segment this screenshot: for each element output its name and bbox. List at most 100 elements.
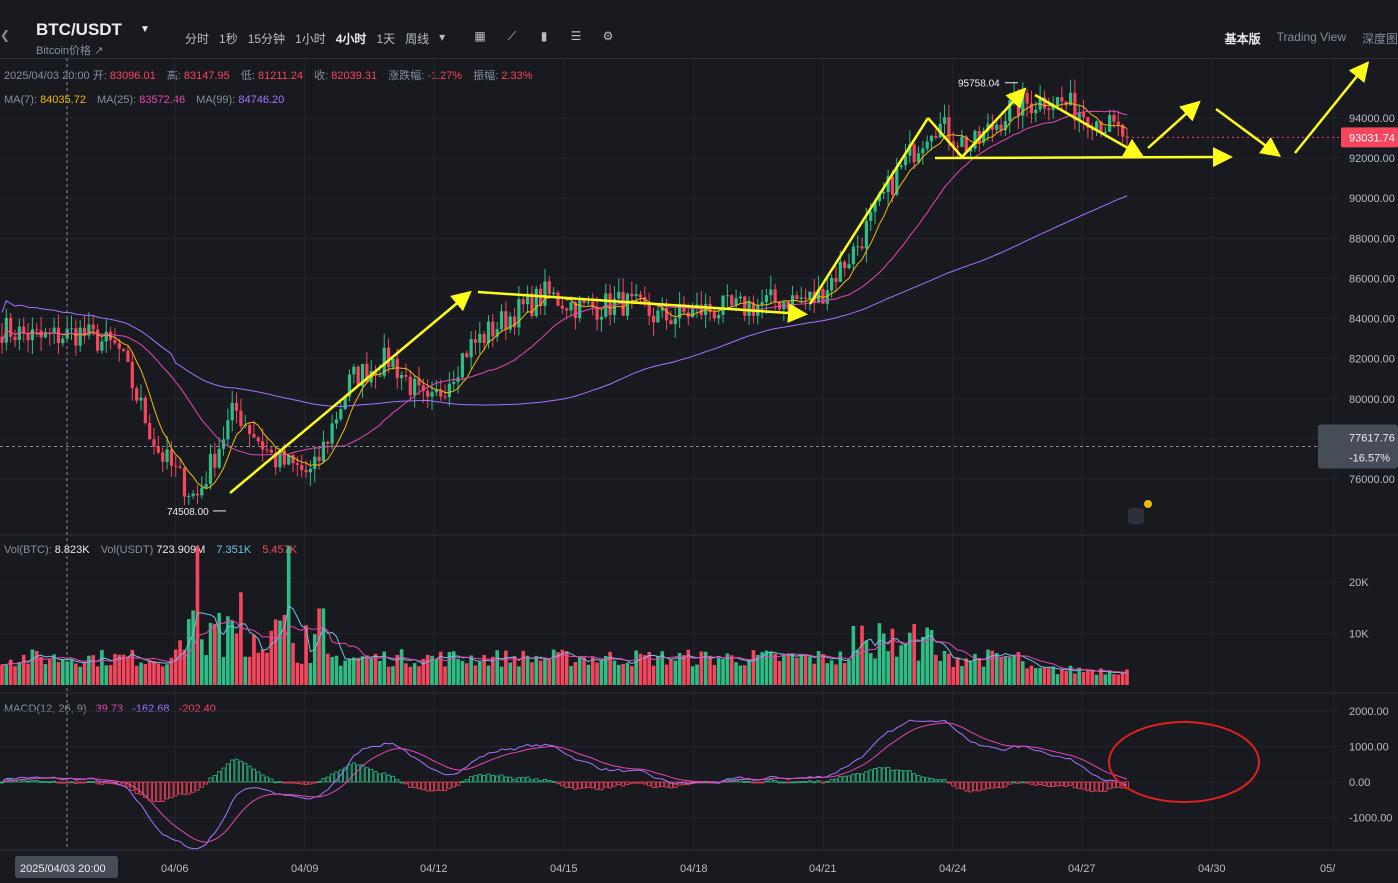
volume-bar [178, 640, 182, 685]
macd-histogram-bar [860, 773, 865, 783]
volume-bar [356, 657, 360, 685]
volume-bar [777, 661, 782, 685]
macd-histogram-bar [334, 771, 339, 783]
candle-body [35, 329, 39, 331]
view-tab-2[interactable]: 深度图 [1361, 32, 1398, 46]
candle-type-icon[interactable]: ▮ [540, 29, 548, 43]
candle-body [1103, 131, 1107, 134]
interval-tab-0[interactable]: 分时 [185, 32, 210, 46]
volume-bar [890, 628, 895, 685]
volume-bar [247, 656, 252, 685]
candle-body [651, 315, 656, 323]
volume-bar [738, 665, 743, 685]
more-intervals-icon[interactable]: ▾ [439, 30, 446, 44]
macd-histogram-bar [881, 767, 886, 783]
gear-icon[interactable]: ⚙ [602, 29, 614, 43]
volume-bar [160, 666, 165, 685]
volume-bar [143, 663, 148, 685]
volume-bar [973, 653, 977, 685]
macd-histogram-bar [968, 781, 973, 793]
candle-body [430, 392, 434, 397]
candle-body [452, 381, 456, 384]
volume-bar [1033, 668, 1038, 685]
view-tab-1[interactable]: Trading View [1276, 30, 1346, 44]
macd-histogram-bar [451, 781, 456, 788]
macd-histogram-bar [1025, 781, 1030, 784]
volume-bar [430, 655, 434, 685]
candle-body [634, 294, 638, 297]
volume-bar [473, 665, 478, 685]
macd-histogram-bar [291, 781, 296, 784]
candle-body [760, 302, 764, 305]
interval-tab-4[interactable]: 4小时 [335, 32, 367, 46]
macd-histogram-bar [173, 781, 178, 797]
volume-bar [1120, 673, 1125, 685]
candle-body [482, 333, 486, 344]
volume-bar [590, 656, 595, 685]
candle-body [187, 496, 191, 498]
macd-histogram-bar [473, 775, 478, 783]
volume-bar [408, 666, 413, 685]
volume-bar [104, 665, 109, 685]
volume-bar [173, 649, 178, 685]
candle-body [408, 376, 412, 396]
interval-tab-1[interactable]: 1秒 [219, 32, 238, 46]
volume-bar [595, 662, 599, 685]
chevron-down-icon[interactable]: ▼ [140, 24, 150, 35]
macd-histogram-bar [855, 773, 860, 783]
candle-body [334, 419, 339, 424]
macd-histogram-bar [304, 781, 309, 785]
price-tick-label: 82000.00 [1349, 354, 1395, 366]
candle-body [591, 301, 595, 308]
interval-tab-5[interactable]: 1天 [376, 32, 396, 46]
view-tab-0[interactable]: 基本版 [1224, 32, 1261, 46]
volume-bar [256, 652, 261, 685]
candle-body [161, 452, 165, 462]
pair-subtitle[interactable]: Bitcoin价格 ↗ [36, 45, 104, 57]
macd-histogram-bar [560, 781, 565, 787]
macd-histogram-bar [1055, 781, 1060, 787]
macd-histogram-bar [0, 781, 4, 784]
calendar-icon[interactable]: ▦ [474, 29, 486, 43]
macd-histogram-bar [321, 778, 326, 783]
volume-bar [638, 653, 643, 685]
macd-histogram-bar [760, 781, 765, 784]
macd-histogram-bar [395, 779, 400, 783]
candle-body [13, 336, 17, 341]
candle-body [895, 167, 899, 195]
macd-histogram-bar [156, 781, 161, 803]
interval-tab-3[interactable]: 1小时 [295, 32, 326, 46]
pair-title[interactable]: BTC/USDT [36, 20, 122, 39]
macd-histogram-bar [86, 781, 91, 783]
volume-bar [868, 653, 873, 685]
candle-body [843, 261, 847, 269]
macd-histogram-bar [799, 781, 804, 783]
candle-body [278, 450, 282, 468]
volume-bar [860, 625, 864, 685]
volume-bar [504, 650, 508, 685]
time-tick-label: 04/18 [680, 863, 708, 875]
candle-body [365, 363, 369, 383]
interval-tab-2[interactable]: 15分钟 [247, 32, 286, 46]
candle-body [226, 420, 230, 440]
macd-histogram-bar [755, 781, 760, 784]
volume-bar [1042, 666, 1047, 685]
macd-histogram-bar [812, 781, 817, 784]
volume-bar [412, 663, 417, 685]
macd-histogram-bar [768, 779, 773, 783]
collapse-icon[interactable]: ❮ [0, 28, 11, 42]
candle-body [304, 470, 308, 473]
interval-tab-6[interactable]: 周线 [405, 32, 430, 46]
volume-bar [113, 653, 117, 685]
volume-bar [134, 665, 139, 685]
candle-body [274, 452, 278, 468]
macd-label: MACD(12, 26, 9) [4, 703, 87, 715]
candle-body [56, 327, 61, 344]
candle-body [1055, 97, 1060, 106]
volume-bar [460, 660, 465, 685]
interval-tabs: 分时 1秒 15分钟 1小时 4小时 1天 周线 ▾ [185, 30, 455, 47]
candle-body [795, 295, 799, 299]
indicator-icon[interactable]: ⟋ [507, 29, 517, 43]
layout-icon[interactable]: ☰ [570, 29, 582, 43]
